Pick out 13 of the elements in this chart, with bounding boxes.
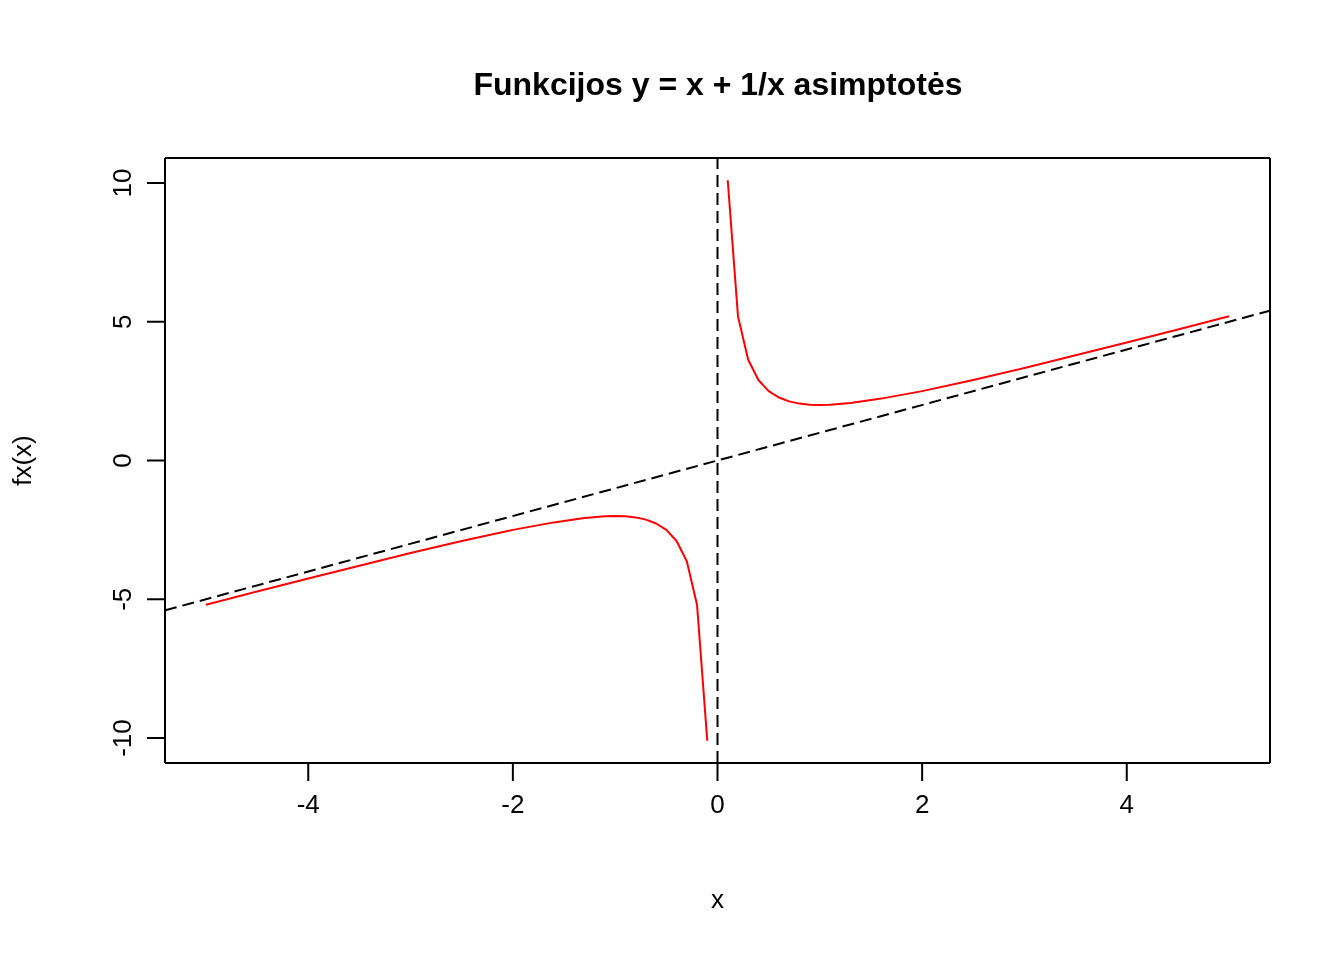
- x-tick-label: 2: [914, 789, 930, 820]
- x-tick-label: 4: [1119, 789, 1134, 820]
- y-tick-label: -10: [107, 719, 137, 757]
- x-tick-label: 0: [710, 789, 725, 820]
- x-tick-label: -2: [501, 789, 525, 820]
- y-tick-label: 5: [107, 314, 137, 329]
- y-axis-title: fx(x): [7, 435, 38, 486]
- x-tick-label: -4: [296, 789, 320, 820]
- x-axis-title: x: [711, 884, 724, 914]
- y-tick-label: 0: [107, 453, 137, 468]
- y-tick-label: -5: [107, 587, 137, 611]
- y-tick-label: 10: [107, 168, 137, 198]
- chart-title: Funkcijos y = x + 1/x asimptotės: [472, 66, 964, 103]
